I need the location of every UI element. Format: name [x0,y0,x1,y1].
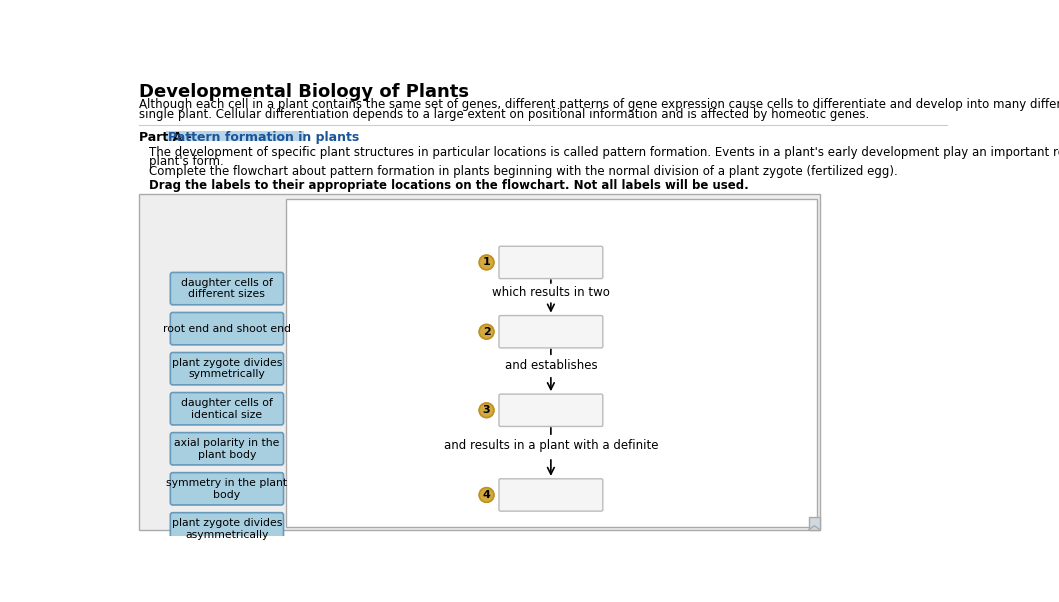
Text: Complete the flowchart about pattern formation in plants beginning with the norm: Complete the flowchart about pattern for… [149,164,898,178]
Text: and results in a plant with a definite: and results in a plant with a definite [444,439,658,453]
FancyBboxPatch shape [139,194,820,530]
Text: root end and shoot end: root end and shoot end [163,324,291,334]
FancyBboxPatch shape [170,273,284,305]
FancyBboxPatch shape [170,473,284,505]
Text: Drag the labels to their appropriate locations on the flowchart. Not all labels : Drag the labels to their appropriate loc… [149,179,749,191]
Text: plant's form.: plant's form. [149,155,225,169]
Text: Although each cell in a plant contains the same set of genes, different patterns: Although each cell in a plant contains t… [139,98,1059,111]
FancyBboxPatch shape [499,315,603,348]
FancyBboxPatch shape [499,246,603,279]
FancyBboxPatch shape [499,394,603,426]
Text: 1: 1 [483,258,490,267]
FancyBboxPatch shape [170,433,284,465]
FancyBboxPatch shape [170,312,284,345]
Circle shape [479,403,493,418]
Text: plant zygote divides
asymmetrically: plant zygote divides asymmetrically [172,518,282,539]
Text: The development of specific plant structures in particular locations is called p: The development of specific plant struct… [149,146,1059,159]
Text: 2: 2 [483,327,490,337]
FancyBboxPatch shape [809,517,820,530]
Text: daughter cells of
different sizes: daughter cells of different sizes [181,278,273,299]
Text: Developmental Biology of Plants: Developmental Biology of Plants [139,83,468,101]
Text: Part A -: Part A - [139,131,196,144]
Text: 4: 4 [483,490,490,500]
Circle shape [479,255,493,270]
FancyBboxPatch shape [170,353,284,385]
FancyBboxPatch shape [166,131,304,141]
Text: and establishes: and establishes [504,359,597,371]
Text: axial polarity in the
plant body: axial polarity in the plant body [175,438,280,459]
Circle shape [479,488,493,502]
Circle shape [479,324,493,339]
Text: plant zygote divides
symmetrically: plant zygote divides symmetrically [172,358,282,379]
FancyBboxPatch shape [286,199,816,527]
FancyBboxPatch shape [499,479,603,511]
Text: which results in two: which results in two [492,286,610,299]
Text: single plant. Cellular differentiation depends to a large extent on positional i: single plant. Cellular differentiation d… [139,108,868,120]
FancyBboxPatch shape [170,393,284,425]
FancyBboxPatch shape [170,513,284,545]
Text: 3: 3 [483,405,490,415]
Text: daughter cells of
identical size: daughter cells of identical size [181,398,273,420]
Text: Pattern formation in plants: Pattern formation in plants [168,131,359,144]
Text: symmetry in the plant
body: symmetry in the plant body [166,478,287,500]
